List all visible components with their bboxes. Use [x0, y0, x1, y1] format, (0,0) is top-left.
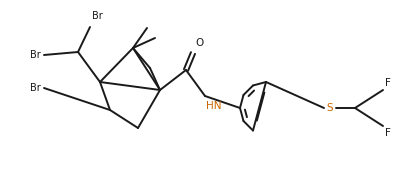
- Text: Br: Br: [30, 83, 41, 93]
- Text: F: F: [385, 78, 391, 88]
- Text: S: S: [327, 103, 333, 113]
- Text: O: O: [195, 38, 203, 48]
- Text: Br: Br: [30, 50, 41, 60]
- Text: HN: HN: [206, 101, 221, 111]
- Text: Br: Br: [92, 11, 103, 21]
- Text: F: F: [385, 128, 391, 138]
